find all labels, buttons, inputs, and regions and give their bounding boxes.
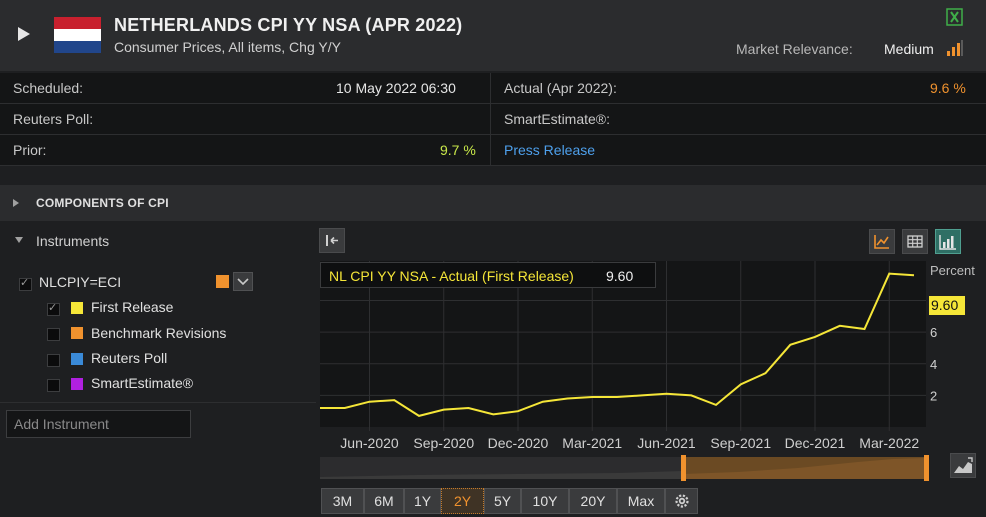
page-subtitle: Consumer Prices, All items, Chg Y/Y bbox=[114, 39, 341, 55]
y-tick-label: 4 bbox=[930, 357, 937, 372]
zoom-button-1y[interactable]: 1Y bbox=[404, 488, 441, 514]
chart-grid bbox=[320, 261, 926, 431]
prior-value: 9.7 % bbox=[440, 142, 476, 158]
instrument-color-swatch[interactable] bbox=[216, 275, 229, 288]
page-title: NETHERLANDS CPI YY NSA (APR 2022) bbox=[114, 15, 463, 35]
chart-analysis-button[interactable] bbox=[869, 229, 895, 254]
chart-view-button[interactable] bbox=[935, 229, 961, 254]
instrument-dropdown-button[interactable] bbox=[233, 272, 253, 291]
last-value-badge: 9.60 bbox=[929, 296, 965, 315]
navigator-selection-preview bbox=[684, 458, 926, 479]
x-tick-label: Mar-2022 bbox=[859, 435, 919, 451]
series-checkbox-reuters-poll[interactable] bbox=[47, 354, 60, 367]
x-axis-ticks: Jun-2020 Sep-2020 Dec-2020 Mar-2021 Jun-2021… bbox=[340, 435, 919, 451]
series-label-smartestimate: SmartEstimate® bbox=[91, 375, 194, 391]
press-release-link[interactable]: Press Release bbox=[504, 142, 596, 158]
series-swatch-smartestimate bbox=[71, 378, 83, 390]
y-axis-label: Percent bbox=[930, 263, 975, 278]
series-label-reuters-poll: Reuters Poll bbox=[91, 350, 168, 366]
collapse-arrow-icon[interactable] bbox=[15, 237, 23, 243]
event-header bbox=[0, 0, 986, 71]
zoom-button-5y[interactable]: 5Y bbox=[484, 488, 521, 514]
navigator-series-preview bbox=[320, 471, 683, 479]
collapse-panel-button[interactable] bbox=[319, 228, 345, 253]
cpi-line-chart[interactable]: 2468 Jun-2020Sep-2020Dec-2020Mar-2021Jun… bbox=[318, 228, 986, 516]
add-instrument-input[interactable]: Add Instrument bbox=[6, 410, 191, 438]
market-relevance-label: Market Relevance: bbox=[736, 41, 853, 57]
x-tick-label: Dec-2021 bbox=[785, 435, 846, 451]
actual-label: Actual (Apr 2022): bbox=[504, 80, 617, 96]
info-row-prior bbox=[0, 135, 986, 166]
excel-export-icon[interactable] bbox=[946, 8, 964, 26]
expand-arrow-icon[interactable] bbox=[13, 199, 19, 207]
series-swatch-benchmark-revisions bbox=[71, 327, 83, 339]
scheduled-value: 10 May 2022 06:30 bbox=[336, 80, 456, 96]
zoom-button-2y[interactable]: 2Y bbox=[441, 488, 484, 514]
play-icon[interactable] bbox=[18, 27, 30, 41]
tooltip-value: 9.60 bbox=[606, 268, 634, 284]
components-label[interactable]: COMPONENTS OF CPI bbox=[36, 196, 169, 210]
navigator-toggle-button[interactable] bbox=[950, 453, 976, 478]
area-chart-icon bbox=[954, 457, 973, 473]
instrument-ric: NLCPIY=ECI bbox=[39, 274, 122, 290]
smartestimate-label: SmartEstimate®: bbox=[504, 111, 611, 127]
instrument-checkbox[interactable] bbox=[19, 276, 32, 291]
info-divider bbox=[490, 73, 491, 166]
info-row-scheduled bbox=[0, 73, 986, 104]
instruments-label[interactable]: Instruments bbox=[36, 233, 110, 249]
x-tick-label: Dec-2020 bbox=[488, 435, 549, 451]
components-section-header[interactable] bbox=[0, 185, 986, 221]
navigator-handle-right[interactable] bbox=[924, 455, 929, 481]
reuters-poll-label: Reuters Poll: bbox=[13, 111, 94, 127]
y-tick-label: 2 bbox=[930, 388, 937, 403]
market-relevance-value: Medium bbox=[884, 41, 934, 57]
x-tick-label: Sep-2020 bbox=[413, 435, 474, 451]
x-tick-label: Mar-2021 bbox=[562, 435, 622, 451]
y-tick-label: 6 bbox=[930, 325, 937, 340]
netherlands-flag-icon bbox=[54, 17, 101, 53]
zoom-button-6m[interactable]: 6M bbox=[364, 488, 404, 514]
series-label-first-release: First Release bbox=[91, 299, 174, 315]
chart-settings-button[interactable] bbox=[665, 488, 698, 514]
zoom-button-20y[interactable]: 20Y bbox=[569, 488, 617, 514]
chevron-down-icon bbox=[237, 278, 249, 286]
series-swatch-first-release bbox=[71, 302, 83, 314]
chart-icon bbox=[939, 235, 956, 250]
series-checkbox-smartestimate[interactable] bbox=[47, 379, 60, 392]
series-label-benchmark-revisions: Benchmark Revisions bbox=[91, 325, 227, 341]
panel-collapse-icon bbox=[326, 235, 338, 246]
series-checkbox-first-release[interactable] bbox=[47, 301, 60, 316]
x-tick-label: Sep-2021 bbox=[710, 435, 771, 451]
scheduled-label: Scheduled: bbox=[13, 80, 84, 96]
signal-bars-icon bbox=[947, 40, 963, 56]
zoom-button-3m[interactable]: 3M bbox=[321, 488, 364, 514]
zoom-button-max[interactable]: Max bbox=[617, 488, 665, 514]
x-tick-label: Jun-2021 bbox=[637, 435, 696, 451]
navigator-handle-left[interactable] bbox=[681, 455, 686, 481]
actual-value: 9.6 % bbox=[930, 80, 966, 96]
plot-area bbox=[320, 261, 926, 427]
series-tooltip: NL CPI YY NSA - Actual (First Release) 9… bbox=[320, 262, 656, 288]
chart-analysis-icon bbox=[874, 235, 889, 249]
tooltip-series-label: NL CPI YY NSA - Actual (First Release) bbox=[329, 268, 574, 284]
info-row-poll bbox=[0, 104, 986, 135]
table-icon bbox=[907, 235, 923, 248]
x-tick-label: Jun-2020 bbox=[340, 435, 399, 451]
series-swatch-reuters-poll bbox=[71, 353, 83, 365]
panel-divider bbox=[0, 402, 316, 403]
gear-icon bbox=[674, 494, 689, 508]
table-view-button[interactable] bbox=[902, 229, 928, 254]
prior-label: Prior: bbox=[13, 142, 47, 158]
series-checkbox-benchmark-revisions[interactable] bbox=[47, 328, 60, 341]
series-line-first-release bbox=[320, 272, 915, 417]
zoom-button-10y[interactable]: 10Y bbox=[521, 488, 569, 514]
